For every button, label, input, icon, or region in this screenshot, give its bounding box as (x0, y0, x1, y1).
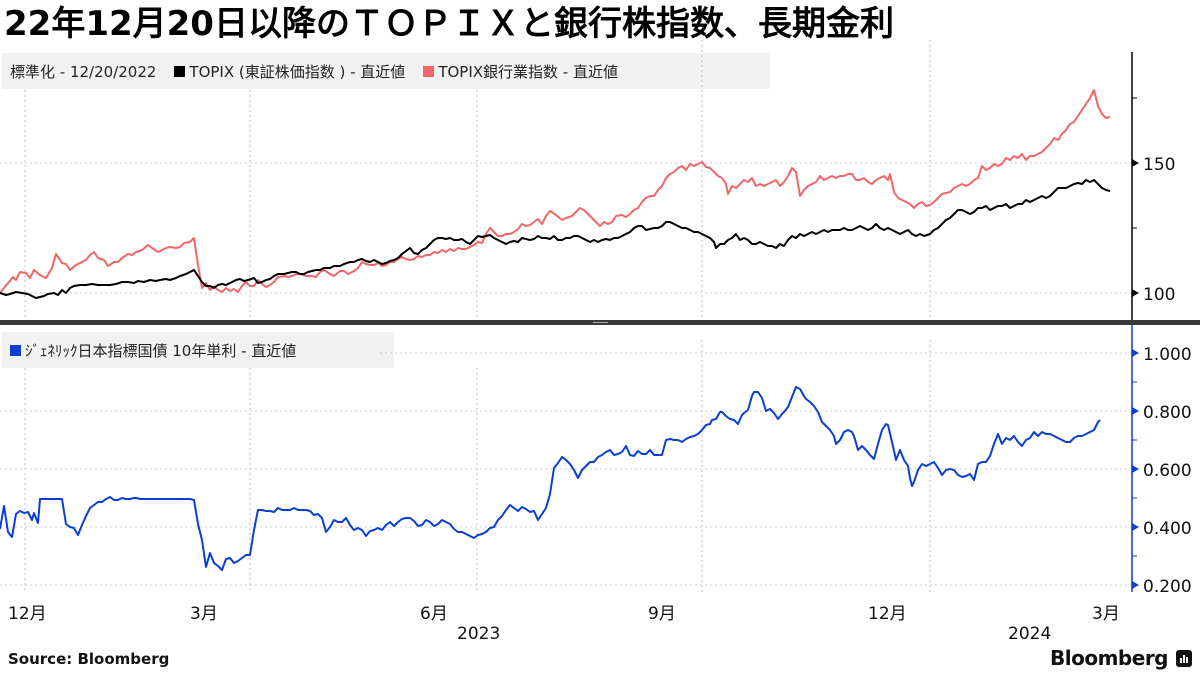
bloomberg-chart-icon (1176, 650, 1192, 667)
normalized-label: 標準化 - 12/20/2022 (10, 62, 157, 81)
x-label-mar-2023: 3月 (190, 604, 218, 624)
top-legend: 標準化 - 12/20/2022 TOPIX (東証株価指数 ) - 直近値 T… (2, 53, 770, 89)
legend-item-topix: TOPIX (東証株価指数 ) - 直近値 (174, 61, 405, 82)
y-tick-0800: 0.800 (1143, 403, 1192, 423)
bottom-legend: ｼﾞｪﾈﾘｯｸ日本指標国債 10年単利 - 直近値 (2, 332, 394, 368)
x-label-dec-2022: 12月 (8, 604, 47, 624)
legend-item-jgb-10y: ｼﾞｪﾈﾘｯｸ日本指標国債 10年単利 - 直近値 (10, 340, 296, 361)
tick-marker-100 (1132, 289, 1139, 297)
series-jgb-10y-line (0, 386, 1101, 571)
x-label-dec-2023: 12月 (868, 604, 907, 624)
y-tick-100: 100 (1143, 285, 1175, 305)
legend-swatch-jgb-10y (10, 344, 21, 356)
y-tick-0600: 0.600 (1143, 461, 1192, 481)
legend-swatch-bank-index (423, 65, 435, 77)
x-label-mar-2024: 3月 (1092, 604, 1120, 624)
legend-item-bank-index: TOPIX銀行業指数 - 直近値 (423, 61, 618, 82)
x-year-2024: 2024 (1008, 624, 1052, 644)
y-tick-150: 150 (1143, 155, 1175, 175)
top-y-minor-ticks (1132, 97, 1137, 229)
bottom-tick-markers (1132, 349, 1139, 589)
x-label-sep-2023: 9月 (648, 604, 676, 624)
bloomberg-logo-text: Bloomberg (1050, 646, 1168, 670)
x-year-2023: 2023 (457, 624, 501, 644)
y-tick-1000: 1.000 (1143, 345, 1192, 365)
x-label-jun-2023: 6月 (420, 604, 448, 624)
series-topix-line (0, 179, 1111, 299)
top-horizontal-gridlines (0, 162, 1132, 294)
y-tick-0400: 0.400 (1143, 519, 1192, 539)
legend-swatch-topix (174, 65, 186, 77)
tick-marker-150 (1132, 159, 1139, 167)
series-bank-index-line (0, 89, 1111, 294)
separator-grip (593, 322, 608, 323)
bottom-y-minor-ticks (1132, 381, 1137, 557)
vertical-gridlines (24, 40, 931, 592)
bottom-horizontal-gridlines (0, 352, 1132, 586)
y-tick-0200: 0.200 (1143, 577, 1192, 597)
chart-title: 22年12月20日以降のＴＯＰＩＸと銀行株指数、長期金利 (4, 4, 894, 44)
source-note: Source: Bloomberg (8, 650, 170, 668)
